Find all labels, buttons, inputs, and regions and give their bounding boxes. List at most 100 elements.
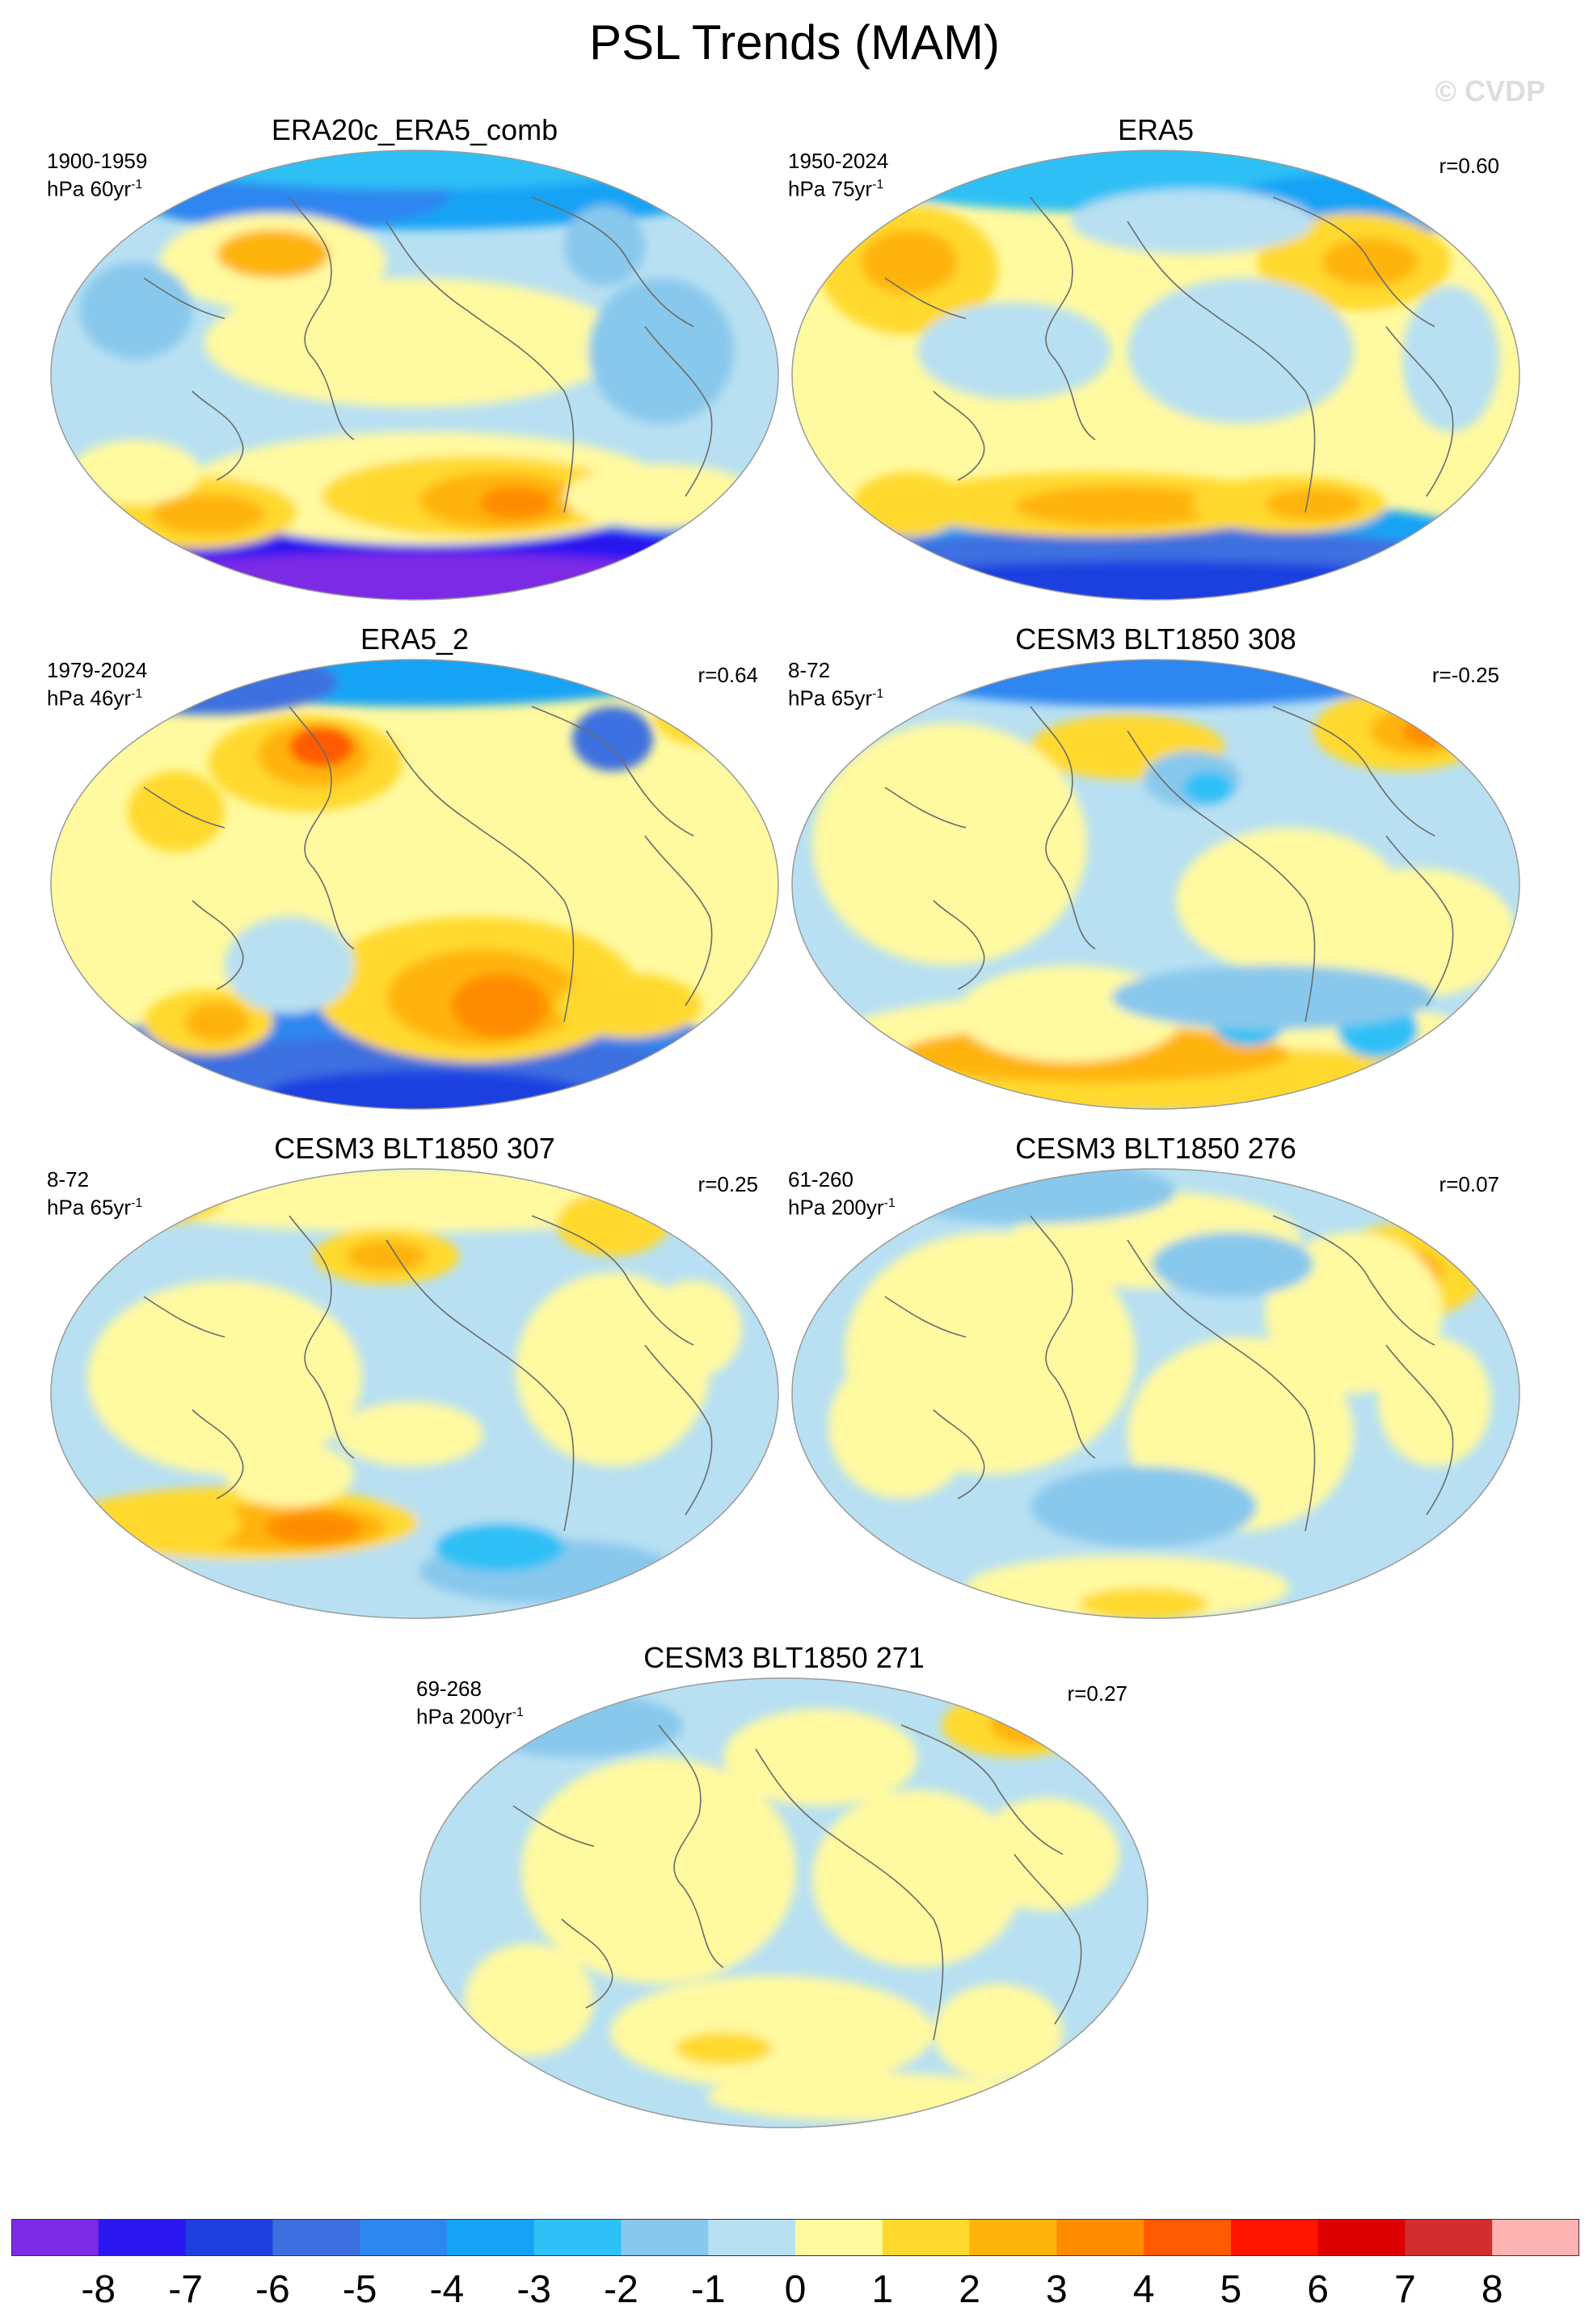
colorbar-tick-label: -6 [255, 2268, 290, 2311]
trend-contour [1321, 868, 1515, 998]
panel-unit: hPa 65yr-1 [788, 685, 884, 711]
coastline [755, 1748, 944, 2041]
unit-exponent: -1 [131, 178, 143, 192]
coastline [1385, 835, 1454, 1006]
colorbar-tick-label: 7 [1394, 2268, 1416, 2311]
panel-correlation: r=0.25 [698, 1172, 758, 1196]
trend-contour [217, 230, 330, 278]
trend-contour [204, 278, 625, 407]
trend-contour [71, 440, 200, 504]
map-canvas [50, 659, 779, 1110]
map-canvas [50, 150, 779, 601]
cvdp-watermark: © CVDP [1435, 74, 1545, 108]
map-canvas [419, 1677, 1149, 2128]
coastline [1030, 706, 1096, 950]
map-border [50, 150, 779, 601]
map-canvas [791, 150, 1520, 601]
panel-correlation: r=0.64 [698, 663, 758, 687]
panel-period: 61-260 [788, 1167, 854, 1192]
map-panel: CESM3 BLT1850 271 r=0.27 69-268 hPa 200yr-1 [416, 1641, 1152, 2158]
map-panel: CESM3 BLT1850 276 r=0.07 61-260 hPa 200yr-1 [788, 1132, 1524, 1649]
trend-contour [1071, 189, 1313, 254]
trend-contour [653, 682, 766, 747]
map-border [791, 150, 1520, 601]
colorbar-tick-label: -5 [342, 2268, 377, 2311]
trend-contour [723, 1709, 917, 1806]
panel-unit: hPa 200yr-1 [788, 1195, 896, 1220]
trend-contour [451, 973, 548, 1038]
coastline [531, 196, 694, 327]
colorbar-tick-label: 6 [1307, 2268, 1330, 2311]
coastline [289, 196, 355, 441]
panel-title: ERA5_2 [360, 622, 470, 656]
coastline [561, 1918, 613, 2009]
trend-contour [828, 1353, 974, 1499]
colorbar-swatch [533, 2219, 622, 2256]
trend-contour [707, 2073, 1031, 2121]
panel-period: 69-268 [416, 1677, 482, 1701]
colorbar-swatch [621, 2219, 709, 2256]
coastline [1030, 1215, 1096, 1459]
coastline [644, 326, 713, 497]
unit-exponent: -1 [131, 687, 143, 701]
trend-contour [1184, 771, 1233, 803]
trend-contour [265, 1512, 362, 1544]
colorbar-swatch [360, 2219, 448, 2256]
trend-contour [1402, 716, 1451, 745]
colorbar-swatch [1056, 2219, 1144, 2256]
trend-contour [1079, 1588, 1208, 1618]
coastline [1272, 1215, 1435, 1346]
panel-unit: hPa 46yr-1 [47, 685, 143, 711]
colorbar-tick-label: 1 [871, 2268, 894, 2311]
colorbar-tick-label: -7 [168, 2268, 203, 2311]
trend-contour [1031, 1466, 1257, 1547]
coastline [933, 390, 985, 481]
panel-period: 8-72 [47, 1167, 90, 1192]
coastline [1030, 196, 1096, 441]
coastline [884, 277, 967, 319]
trend-contour [479, 487, 552, 519]
trend-contour [812, 1790, 1022, 1968]
map-panel: ERA5 r=0.60 1950-2024 hPa 75yr-1 [788, 113, 1524, 631]
panel-period: 8-72 [788, 658, 831, 682]
colorbar-tick-label: 3 [1045, 2268, 1068, 2311]
panel-period-unit: 1950-2024 hPa 75yr-1 [788, 149, 888, 201]
map-canvas [791, 659, 1520, 1110]
panel-title: CESM3 BLT1850 308 [1015, 622, 1296, 656]
colorbar-swatch [1317, 2219, 1406, 2256]
coastline [1385, 326, 1454, 497]
coastline [644, 835, 713, 1006]
colorbar-labels: -8 -7 -6 -5 -4 -3 -2 -1 0 1 2 3 4 5 6 7 8 [0, 2267, 1589, 2316]
colorbar-swatch [98, 2219, 187, 2256]
coastline [1272, 196, 1435, 327]
panel-correlation: r=0.07 [1439, 1172, 1499, 1196]
map-panel: ERA5_2 r=0.64 1979-2024 hPa 46yr-1 [47, 622, 782, 1140]
trend-contour [588, 278, 734, 424]
trend-contour [556, 973, 702, 1038]
trend-contour [990, 1705, 1071, 1745]
colorbar-tick-label: -3 [516, 2268, 551, 2311]
trend-contour [338, 1402, 483, 1466]
coastline [531, 1215, 694, 1346]
panel-period: 1900-1959 [47, 149, 148, 173]
colorbar-tick-label: 5 [1220, 2268, 1242, 2311]
map-panel: ERA20c_ERA5_comb 1900-1959 hPa 60yr-1 [47, 113, 782, 631]
panel-title: CESM3 BLT1850 307 [274, 1132, 555, 1165]
trend-contour [853, 472, 966, 537]
colorbar-swatch [1492, 2219, 1579, 2256]
panel-unit: hPa 75yr-1 [788, 176, 884, 201]
coastline [1385, 1344, 1454, 1516]
trend-contour [75, 553, 754, 600]
trend-contour [79, 1495, 241, 1551]
trend-contour [564, 205, 645, 286]
map-panel: CESM3 BLT1850 308 r=-0.25 8-72 hPa 65yr-1 [788, 622, 1524, 1140]
panel-period: 1979-2024 [47, 658, 148, 682]
colorbar-swatch [272, 2219, 360, 2256]
colorbar-swatch [882, 2219, 971, 2256]
trend-contour [1127, 278, 1354, 424]
coastline [1127, 1239, 1316, 1532]
map-border [50, 1168, 779, 1619]
coastline [289, 1215, 355, 1459]
trend-contour [812, 723, 1087, 965]
panel-period-unit: 61-260 hPa 200yr-1 [788, 1167, 896, 1220]
